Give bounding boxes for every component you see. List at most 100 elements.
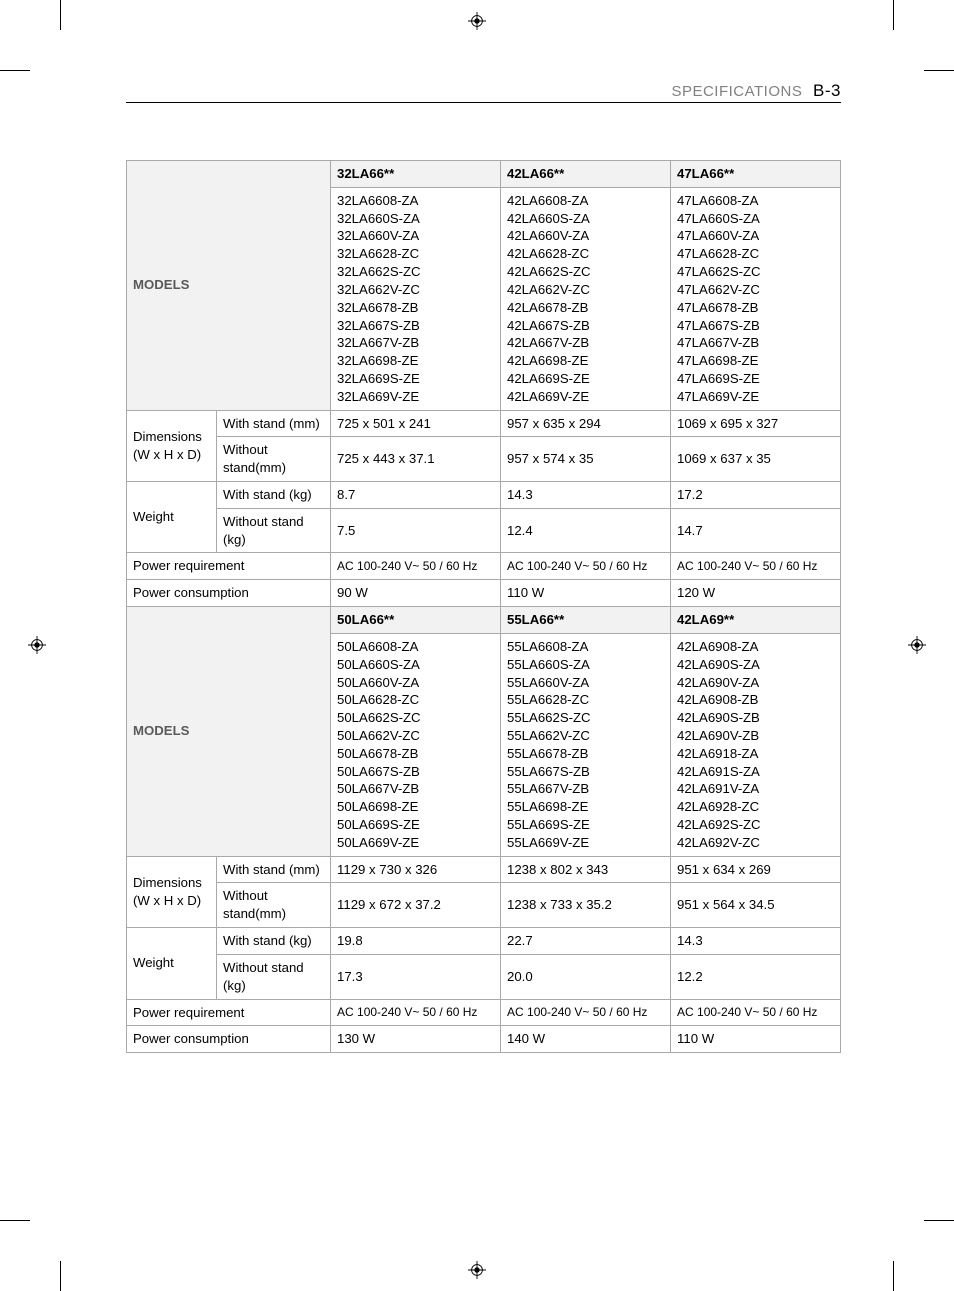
col-header: 32LA66** — [331, 161, 501, 188]
spec-value: AC 100-240 V~ 50 / 60 Hz — [331, 553, 501, 580]
registration-mark-top — [468, 12, 486, 30]
model-list: 55LA6608-ZA 55LA660S-ZA 55LA660V-ZA 55LA… — [501, 633, 671, 856]
spec-value: 140 W — [501, 1026, 671, 1053]
page-header: SPECIFICATIONS B-3 — [671, 81, 841, 101]
spec-value: 1069 x 695 x 327 — [671, 410, 841, 437]
spec-value: AC 100-240 V~ 50 / 60 Hz — [501, 553, 671, 580]
models-label: MODELS — [127, 161, 331, 411]
spec-value: 14.3 — [671, 928, 841, 955]
with-stand-kg-label: With stand (kg) — [217, 482, 331, 509]
spec-value: 17.2 — [671, 482, 841, 509]
spec-value: 1238 x 802 x 343 — [501, 856, 671, 883]
models-label: MODELS — [127, 607, 331, 857]
col-header: 47LA66** — [671, 161, 841, 188]
spec-table: MODELS 32LA66** 42LA66** 47LA66** 32LA66… — [126, 160, 841, 1053]
spec-value: 1238 x 733 x 35.2 — [501, 883, 671, 928]
crop-mark-bl-v — [60, 1261, 61, 1291]
with-stand-mm-label: With stand (mm) — [217, 410, 331, 437]
spec-value: 12.2 — [671, 954, 841, 999]
spec-value: 120 W — [671, 580, 841, 607]
registration-mark-right — [908, 636, 926, 654]
spec-value: 22.7 — [501, 928, 671, 955]
table-row: Weight With stand (kg) 19.8 22.7 14.3 — [127, 928, 841, 955]
without-stand-kg-label: Without stand (kg) — [217, 508, 331, 553]
without-stand-mm-label: Without stand(mm) — [217, 883, 331, 928]
crop-mark-tr-v — [893, 0, 894, 30]
col-header: 42LA69** — [671, 607, 841, 634]
dimensions-label: Dimensions (W x H x D) — [127, 410, 217, 481]
power-cons-label: Power consumption — [127, 1026, 331, 1053]
crop-mark-tr-h — [924, 70, 954, 71]
weight-label: Weight — [127, 928, 217, 999]
spec-value: AC 100-240 V~ 50 / 60 Hz — [671, 553, 841, 580]
spec-value: 951 x 564 x 34.5 — [671, 883, 841, 928]
spec-value: 8.7 — [331, 482, 501, 509]
wxhxd-text: (W x H x D) — [133, 447, 201, 462]
spec-value: 1129 x 672 x 37.2 — [331, 883, 501, 928]
crop-mark-bl-h — [0, 1220, 30, 1221]
power-cons-label: Power consumption — [127, 580, 331, 607]
table-row: MODELS 32LA66** 42LA66** 47LA66** — [127, 161, 841, 188]
spec-value: 957 x 574 x 35 — [501, 437, 671, 482]
spec-value: AC 100-240 V~ 50 / 60 Hz — [501, 999, 671, 1026]
with-stand-mm-label: With stand (mm) — [217, 856, 331, 883]
power-req-label: Power requirement — [127, 999, 331, 1026]
header-rule — [126, 102, 841, 103]
spec-value: 17.3 — [331, 954, 501, 999]
spec-value: 951 x 634 x 269 — [671, 856, 841, 883]
table-row: Power requirement AC 100-240 V~ 50 / 60 … — [127, 553, 841, 580]
model-list: 50LA6608-ZA 50LA660S-ZA 50LA660V-ZA 50LA… — [331, 633, 501, 856]
spec-value: 725 x 443 x 37.1 — [331, 437, 501, 482]
crop-mark-br-v — [893, 1261, 894, 1291]
spec-value: 20.0 — [501, 954, 671, 999]
model-list: 42LA6908-ZA 42LA690S-ZA 42LA690V-ZA 42LA… — [671, 633, 841, 856]
spec-value: 957 x 635 x 294 — [501, 410, 671, 437]
model-list: 42LA6608-ZA 42LA660S-ZA 42LA660V-ZA 42LA… — [501, 187, 671, 410]
spec-value: 725 x 501 x 241 — [331, 410, 501, 437]
spec-value: 110 W — [501, 580, 671, 607]
crop-mark-tl-h — [0, 70, 30, 71]
spec-value: 1129 x 730 x 326 — [331, 856, 501, 883]
spec-value: 14.7 — [671, 508, 841, 553]
col-header: 55LA66** — [501, 607, 671, 634]
crop-mark-br-h — [924, 1220, 954, 1221]
without-stand-mm-label: Without stand(mm) — [217, 437, 331, 482]
table-row: Without stand (kg) 7.5 12.4 14.7 — [127, 508, 841, 553]
spec-table-container: MODELS 32LA66** 42LA66** 47LA66** 32LA66… — [126, 160, 841, 1053]
table-row: Without stand(mm) 725 x 443 x 37.1 957 x… — [127, 437, 841, 482]
crop-mark-tl-v — [60, 0, 61, 30]
table-row: Power requirement AC 100-240 V~ 50 / 60 … — [127, 999, 841, 1026]
table-row: Without stand(mm) 1129 x 672 x 37.2 1238… — [127, 883, 841, 928]
weight-label: Weight — [127, 482, 217, 553]
with-stand-kg-label: With stand (kg) — [217, 928, 331, 955]
table-row: Dimensions (W x H x D) With stand (mm) 1… — [127, 856, 841, 883]
spec-value: AC 100-240 V~ 50 / 60 Hz — [331, 999, 501, 1026]
model-list: 32LA6608-ZA 32LA660S-ZA 32LA660V-ZA 32LA… — [331, 187, 501, 410]
spec-value: 19.8 — [331, 928, 501, 955]
table-row: MODELS 50LA66** 55LA66** 42LA69** — [127, 607, 841, 634]
spec-value: AC 100-240 V~ 50 / 60 Hz — [671, 999, 841, 1026]
model-list: 47LA6608-ZA 47LA660S-ZA 47LA660V-ZA 47LA… — [671, 187, 841, 410]
spec-value: 12.4 — [501, 508, 671, 553]
spec-value: 110 W — [671, 1026, 841, 1053]
page-number: B-3 — [813, 81, 841, 100]
table-row: Dimensions (W x H x D) With stand (mm) 7… — [127, 410, 841, 437]
power-req-label: Power requirement — [127, 553, 331, 580]
dimensions-text: Dimensions — [133, 875, 202, 890]
registration-mark-left — [28, 636, 46, 654]
col-header: 50LA66** — [331, 607, 501, 634]
spec-value: 14.3 — [501, 482, 671, 509]
wxhxd-text: (W x H x D) — [133, 893, 201, 908]
dimensions-label: Dimensions (W x H x D) — [127, 856, 217, 927]
registration-mark-bottom — [468, 1261, 486, 1279]
spec-value: 7.5 — [331, 508, 501, 553]
table-row: Weight With stand (kg) 8.7 14.3 17.2 — [127, 482, 841, 509]
dimensions-text: Dimensions — [133, 429, 202, 444]
table-row: Power consumption 130 W 140 W 110 W — [127, 1026, 841, 1053]
table-row: Power consumption 90 W 110 W 120 W — [127, 580, 841, 607]
section-title: SPECIFICATIONS — [671, 83, 802, 100]
without-stand-kg-label: Without stand (kg) — [217, 954, 331, 999]
spec-value: 1069 x 637 x 35 — [671, 437, 841, 482]
table-row: Without stand (kg) 17.3 20.0 12.2 — [127, 954, 841, 999]
col-header: 42LA66** — [501, 161, 671, 188]
